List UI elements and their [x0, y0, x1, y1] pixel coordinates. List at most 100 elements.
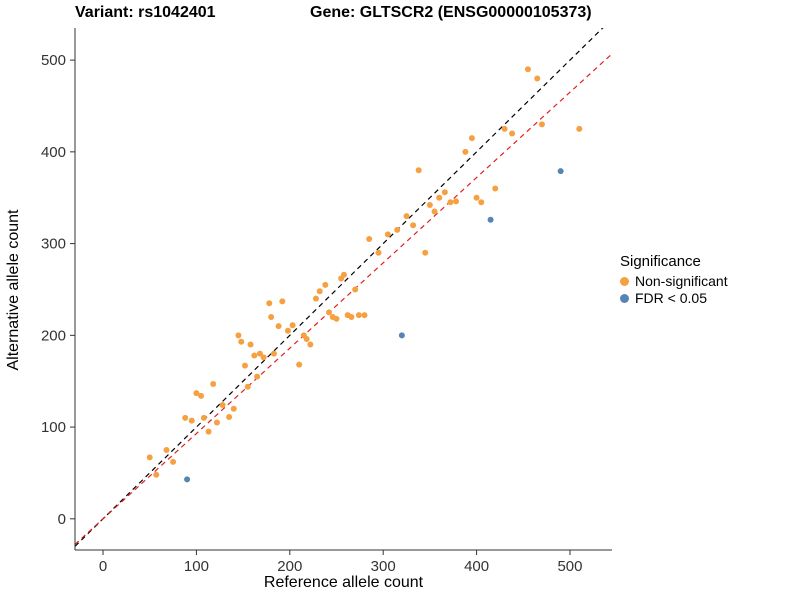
- data-point: [524, 66, 531, 73]
- data-point: [219, 402, 226, 409]
- data-point: [576, 125, 583, 132]
- y-tick-label: 100: [41, 419, 66, 436]
- data-point: [193, 390, 200, 397]
- data-point: [447, 199, 454, 206]
- data-point: [361, 312, 368, 319]
- data-point: [462, 148, 469, 155]
- data-point: [275, 323, 282, 330]
- data-point: [352, 286, 359, 293]
- fit-line: [75, 53, 612, 545]
- data-point: [213, 419, 220, 426]
- data-point: [340, 271, 347, 278]
- y-tick-label: 400: [41, 144, 66, 161]
- data-point: [254, 373, 261, 380]
- identity-line: [75, 28, 604, 547]
- data-point: [307, 341, 314, 348]
- data-point: [326, 309, 333, 316]
- data-point: [198, 392, 205, 399]
- x-tick-label: 100: [184, 558, 209, 575]
- x-axis-title: Reference allele count: [263, 574, 424, 591]
- data-point: [251, 352, 258, 359]
- data-point: [453, 198, 460, 205]
- data-point: [557, 168, 564, 175]
- data-point: [487, 216, 494, 223]
- x-tick-label: 300: [371, 558, 396, 575]
- data-point: [241, 362, 248, 369]
- reference-lines: [75, 28, 612, 547]
- y-tick-label: 500: [41, 52, 66, 69]
- data-point: [235, 332, 242, 339]
- data-point: [509, 130, 516, 137]
- legend: Significance Non-significant FDR < 0.05: [620, 253, 728, 307]
- data-point: [468, 135, 475, 142]
- data-point: [146, 454, 153, 461]
- data-point: [355, 312, 362, 319]
- data-point: [289, 322, 296, 329]
- data-point: [410, 222, 417, 229]
- legend-item-label: FDR < 0.05: [635, 290, 707, 306]
- gene-title: Gene: GLTSCR2 (ENSG00000105373): [310, 4, 592, 21]
- data-point: [210, 380, 217, 387]
- data-point: [182, 414, 189, 421]
- x-tick-label: 400: [464, 558, 489, 575]
- data-point: [247, 341, 254, 348]
- legend-item-fdr: FDR < 0.05: [620, 290, 728, 307]
- data-point: [266, 300, 273, 307]
- data-point: [473, 194, 480, 201]
- data-point: [268, 313, 275, 320]
- data-point: [284, 327, 291, 334]
- data-point: [184, 476, 191, 483]
- x-tick-label: 0: [99, 558, 107, 575]
- x-tick-label: 500: [557, 558, 582, 575]
- data-point: [415, 167, 422, 174]
- variant-title: Variant: rs1042401: [75, 4, 216, 21]
- data-point: [426, 202, 433, 209]
- y-tick-label: 200: [41, 327, 66, 344]
- data-point: [230, 405, 237, 412]
- data-points: [146, 66, 583, 483]
- y-tick-label: 300: [41, 236, 66, 253]
- data-point: [200, 414, 207, 421]
- data-point: [153, 471, 160, 478]
- legend-item-non-significant: Non-significant: [620, 273, 728, 290]
- data-point: [348, 313, 355, 320]
- data-point: [534, 75, 541, 82]
- data-point: [316, 288, 323, 295]
- data-point: [422, 249, 429, 256]
- legend-title: Significance: [620, 253, 701, 270]
- data-point: [205, 428, 212, 435]
- y-tick-label: 0: [58, 511, 66, 528]
- data-point: [478, 199, 485, 206]
- fdr-dot-icon: [620, 294, 629, 303]
- data-point: [492, 185, 499, 192]
- data-point: [260, 354, 267, 361]
- data-point: [238, 338, 245, 345]
- x-tick-label: 200: [277, 558, 302, 575]
- data-point: [303, 335, 310, 342]
- data-point: [279, 298, 286, 305]
- data-point: [431, 208, 438, 215]
- data-point: [375, 249, 382, 256]
- non-significant-dot-icon: [620, 277, 629, 286]
- data-point: [270, 350, 277, 357]
- data-point: [441, 189, 448, 196]
- data-point: [296, 361, 303, 368]
- data-point: [394, 226, 401, 233]
- data-point: [256, 350, 263, 357]
- data-point: [312, 295, 319, 302]
- data-point: [322, 281, 329, 288]
- y-axis-title: Alternative allele count: [5, 209, 22, 371]
- data-point: [538, 121, 545, 128]
- legend-item-label: Non-significant: [635, 273, 728, 289]
- data-point: [403, 213, 410, 220]
- data-point: [366, 236, 373, 243]
- data-point: [501, 125, 508, 132]
- data-point: [188, 417, 195, 424]
- data-point: [436, 194, 443, 201]
- data-point: [244, 383, 251, 390]
- data-point: [170, 458, 177, 465]
- data-point: [226, 413, 233, 420]
- data-point: [163, 447, 170, 454]
